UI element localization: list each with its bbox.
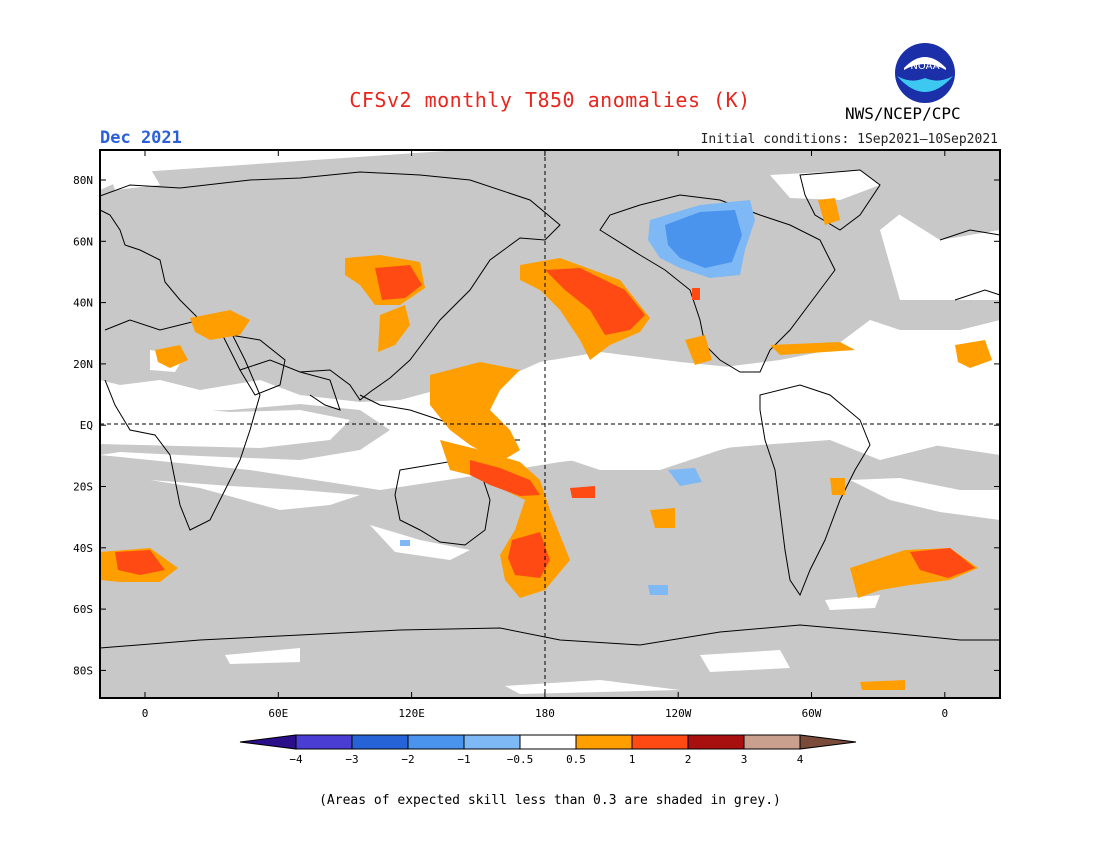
lat-label: 80S (73, 664, 93, 677)
colorbar-segment (575, 734, 633, 750)
coast-europe-asia (99, 171, 561, 401)
anomaly-china-red (375, 265, 422, 300)
lon-label: 120E (398, 707, 425, 720)
initial-conditions: Initial conditions: 1Sep2021—10Sep2021 (700, 132, 998, 147)
colorbar (239, 734, 857, 750)
map-frame (99, 149, 1001, 699)
colorbar-segment (519, 734, 577, 750)
anomaly-nz-red (508, 532, 550, 578)
positive-anomalies (100, 198, 992, 690)
lon-label: 0 (941, 707, 948, 720)
anomaly-nw-pacific-red (545, 268, 645, 335)
lat-label: 40S (73, 542, 93, 555)
coast-europe-east (939, 229, 1001, 301)
coast-antarctica (99, 624, 1000, 649)
anomaly-w-pacific-orange (430, 362, 520, 462)
noaa-logo: NOAA (895, 43, 955, 103)
colorbar-min-arrow (239, 734, 297, 750)
colorbar-segment (743, 734, 801, 750)
colorbar-tick-label: −4 (289, 753, 303, 766)
colorbar-tick-label: −1 (457, 753, 470, 766)
anomaly-sc-pacific-red (570, 486, 595, 498)
colorbar-tick-label: 4 (797, 753, 804, 766)
lon-ticks (144, 150, 946, 698)
agency-label: NWS/NCEP/CPC (845, 104, 961, 123)
anomaly-nw-pacific-orange (520, 258, 650, 360)
colorbar-segment (351, 734, 409, 750)
colorbar-segment (687, 734, 745, 750)
lat-label: 40N (73, 297, 93, 310)
colorbar-tick-label: 1 (629, 753, 636, 766)
coast-greenland (799, 169, 881, 231)
anomaly-gulf (685, 335, 712, 365)
anomaly-canada-blue (665, 210, 742, 268)
colorbar-tick-label: −0.5 (507, 753, 534, 766)
negative-anomalies (400, 200, 755, 595)
anomaly-greenland (818, 198, 840, 225)
colorbar-tick-label: −2 (401, 753, 414, 766)
colorbar-tick-label: 0.5 (566, 753, 586, 766)
map-title: CFSv2 monthly T850 anomalies (K) (349, 88, 751, 112)
lat-label: 20S (73, 481, 93, 494)
lat-label: 20N (73, 358, 93, 371)
colorbar-tick-label: 3 (741, 753, 748, 766)
anomaly-se-pacific (668, 468, 702, 486)
anomaly-us-west (692, 288, 700, 300)
anomaly-s-indian-red (115, 550, 165, 575)
coast-arabia (229, 334, 286, 396)
anomaly-australia-small (400, 540, 410, 546)
lon-label: 0 (142, 707, 149, 720)
lat-label: 60N (73, 235, 93, 248)
colorbar-segment (295, 734, 353, 750)
lat-label: 60S (73, 603, 93, 616)
anomaly-n-atlantic (770, 342, 855, 355)
colorbar-tick-label: 2 (685, 753, 692, 766)
coast-india (299, 371, 341, 411)
logo-text: NOAA (910, 61, 939, 72)
footnote: (Areas of expected skill less than 0.3 a… (319, 793, 781, 808)
anomaly-sahara (155, 345, 188, 368)
lon-label: 180 (535, 707, 555, 720)
anomaly-sc-pacific (650, 508, 675, 528)
colorbar-labels: −4 −3 −2 −1 −0.5 0.5 1 2 3 4 (289, 753, 803, 766)
colorbar-segment (407, 734, 465, 750)
lat-ticks (100, 179, 1000, 671)
coast-south-america (759, 384, 871, 597)
lon-label: 120W (665, 707, 692, 720)
lat-label: EQ (80, 419, 93, 432)
anomaly-brazil (830, 478, 845, 495)
valid-month: Dec 2021 (100, 128, 182, 148)
anomaly-e-china (378, 305, 410, 352)
lon-label: 60W (802, 707, 822, 720)
anomaly-s-pacific (648, 585, 668, 595)
colorbar-segment (463, 734, 521, 750)
anomaly-mideast (190, 310, 250, 340)
lon-axis-labels: 0 60E 120E 180 120W 60W 0 (142, 707, 948, 720)
colorbar-max-arrow (799, 734, 857, 750)
lat-label: 80N (73, 174, 93, 187)
anomaly-sw-pacific-red (470, 460, 540, 496)
anomaly-s-atlantic-red (910, 548, 975, 578)
anomaly-atlantic-nw (955, 340, 992, 368)
colorbar-tick-label: −3 (345, 753, 358, 766)
anomaly-antarctic (860, 680, 905, 690)
lon-label: 60E (268, 707, 288, 720)
lat-axis-labels: 80N 60N 40N 20N EQ 20S 40S 60S 80S (73, 174, 93, 677)
colorbar-segment (631, 734, 689, 750)
